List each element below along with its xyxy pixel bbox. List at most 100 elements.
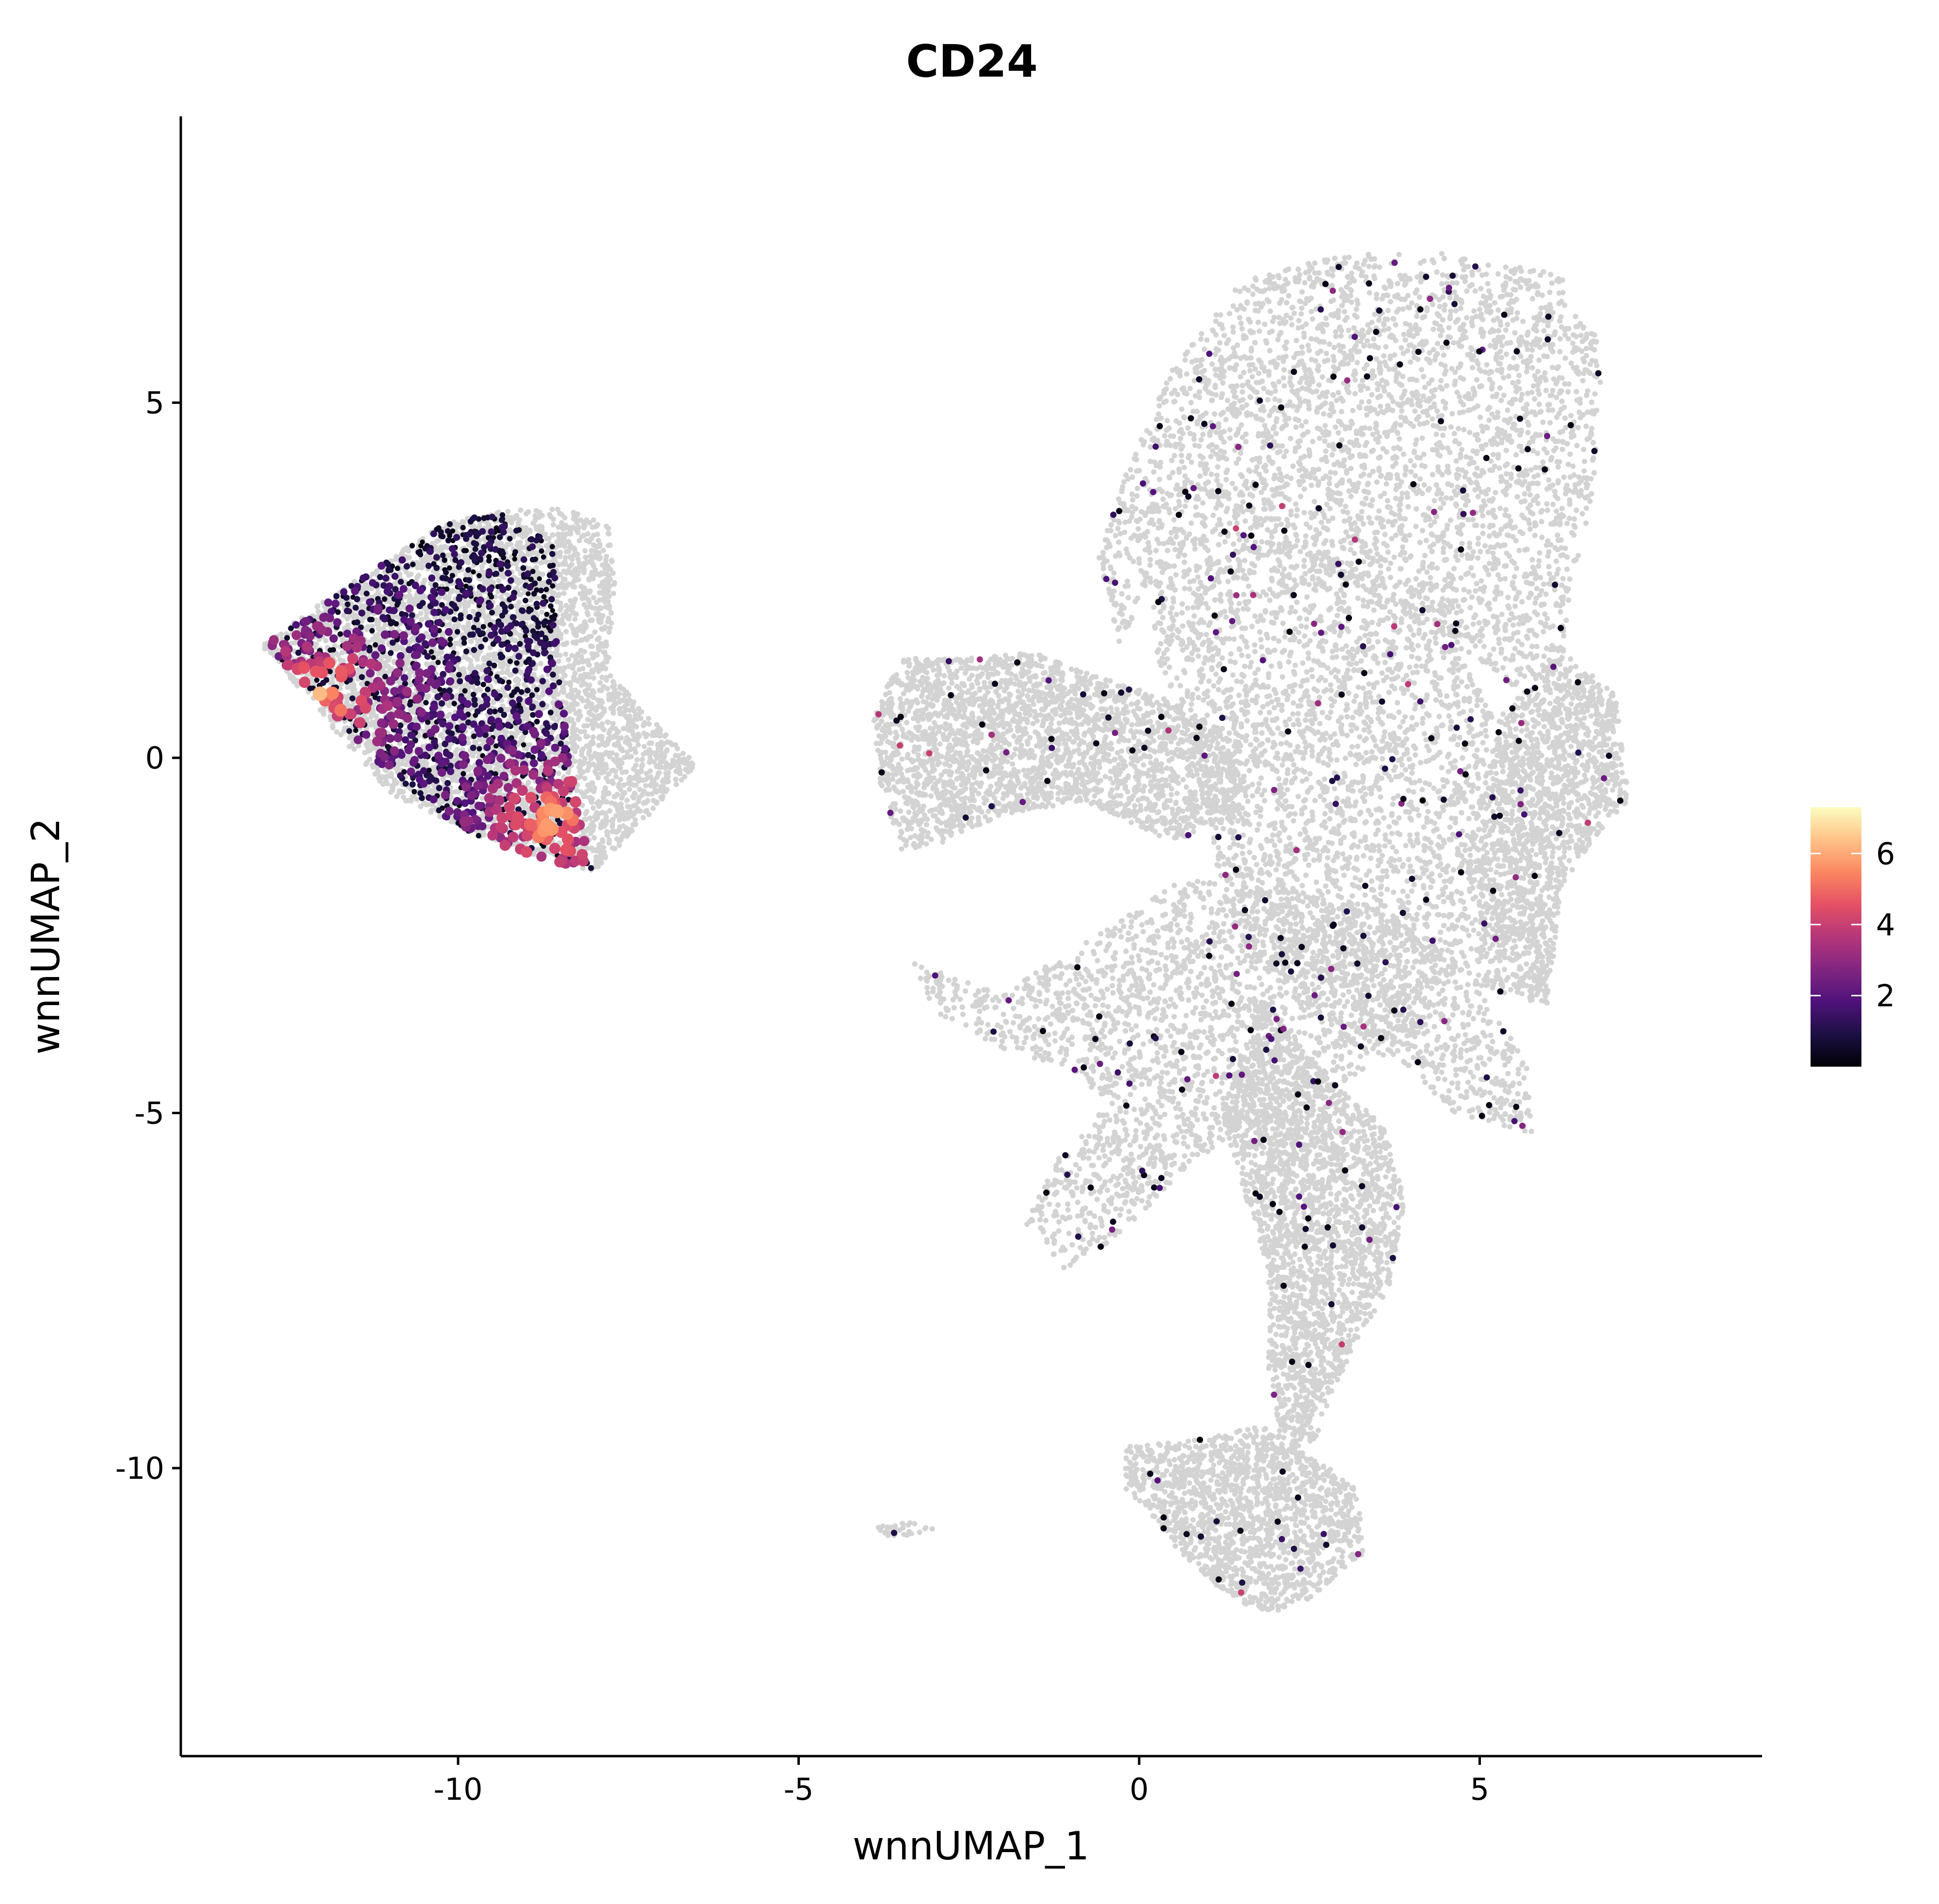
background-point <box>673 776 679 782</box>
background-point <box>633 762 639 768</box>
background-point <box>596 646 602 652</box>
background-point <box>570 692 575 698</box>
background-point <box>613 774 619 780</box>
background-point <box>628 812 634 818</box>
background-point <box>364 627 370 632</box>
background-point <box>612 794 618 800</box>
background-point <box>606 790 612 796</box>
background-point <box>465 560 471 565</box>
background-point <box>605 563 611 569</box>
background-point <box>628 747 634 752</box>
background-point <box>555 585 561 591</box>
background-point <box>628 781 634 787</box>
background-point <box>574 787 580 793</box>
background-point <box>621 754 627 760</box>
background-point <box>650 805 656 811</box>
background-point <box>558 631 564 637</box>
background-point <box>533 550 539 556</box>
background-point <box>586 692 591 698</box>
background-point <box>540 689 546 695</box>
background-point <box>591 675 596 681</box>
background-point <box>669 742 675 748</box>
background-point <box>646 716 652 721</box>
background-point <box>377 778 383 784</box>
background-point <box>453 640 459 646</box>
background-point <box>401 602 407 607</box>
background-point <box>590 561 596 567</box>
background-point <box>413 599 418 605</box>
background-point <box>588 553 593 559</box>
background-point <box>586 761 592 767</box>
background-point <box>662 753 668 759</box>
background-point <box>404 545 410 551</box>
background-point <box>601 727 607 733</box>
background-point <box>682 774 687 780</box>
background-point <box>424 661 429 667</box>
background-point <box>601 849 607 855</box>
background-point <box>538 661 544 667</box>
background-point <box>624 700 630 705</box>
background-point <box>367 747 373 753</box>
background-point <box>362 750 367 755</box>
background-point <box>585 686 591 691</box>
background-point <box>551 522 556 528</box>
background-point <box>587 520 592 526</box>
background-point <box>601 819 606 825</box>
background-point <box>578 695 584 701</box>
background-point <box>571 552 577 558</box>
background-point <box>631 737 637 742</box>
background-point <box>624 725 630 731</box>
background-point <box>438 544 444 550</box>
background-point <box>566 539 572 544</box>
background-point <box>593 651 599 657</box>
background-point <box>407 597 413 603</box>
background-point <box>609 778 615 784</box>
background-point <box>453 789 459 795</box>
background-point <box>621 782 627 788</box>
background-point <box>620 710 626 716</box>
background-point <box>450 588 456 594</box>
background-point <box>643 783 649 788</box>
background-point <box>583 636 588 641</box>
background-point <box>403 798 409 804</box>
background-point <box>572 616 578 622</box>
background-point <box>602 593 607 599</box>
background-point <box>589 780 595 786</box>
background-point <box>402 594 408 600</box>
background-point <box>645 750 651 756</box>
background-point <box>466 740 472 746</box>
background-point <box>567 563 572 569</box>
background-point <box>564 640 570 646</box>
background-point <box>595 755 601 761</box>
background-point <box>662 786 668 792</box>
background-point <box>593 848 599 854</box>
background-point <box>616 843 622 848</box>
background-point <box>461 666 466 672</box>
background-point <box>575 717 581 722</box>
background-point <box>509 520 514 526</box>
background-point <box>539 527 545 533</box>
background-point <box>406 555 412 560</box>
background-point <box>562 561 568 567</box>
background-point <box>614 700 620 706</box>
background-point <box>539 609 545 615</box>
background-point <box>566 606 572 611</box>
background-point <box>540 512 545 518</box>
background-point <box>465 623 471 628</box>
background-point <box>655 742 661 748</box>
background-point <box>518 507 524 513</box>
background-point <box>424 761 429 767</box>
background-point <box>479 564 485 570</box>
background-point <box>415 573 421 578</box>
background-point <box>639 757 645 762</box>
background-point <box>603 604 609 610</box>
background-point <box>571 721 577 727</box>
background-point <box>581 522 587 528</box>
background-point <box>573 577 578 583</box>
background-point <box>639 792 645 798</box>
background-point <box>626 692 632 698</box>
background-point <box>592 768 598 774</box>
background-point <box>617 824 623 830</box>
background-point <box>618 777 623 783</box>
background-point <box>601 795 606 801</box>
